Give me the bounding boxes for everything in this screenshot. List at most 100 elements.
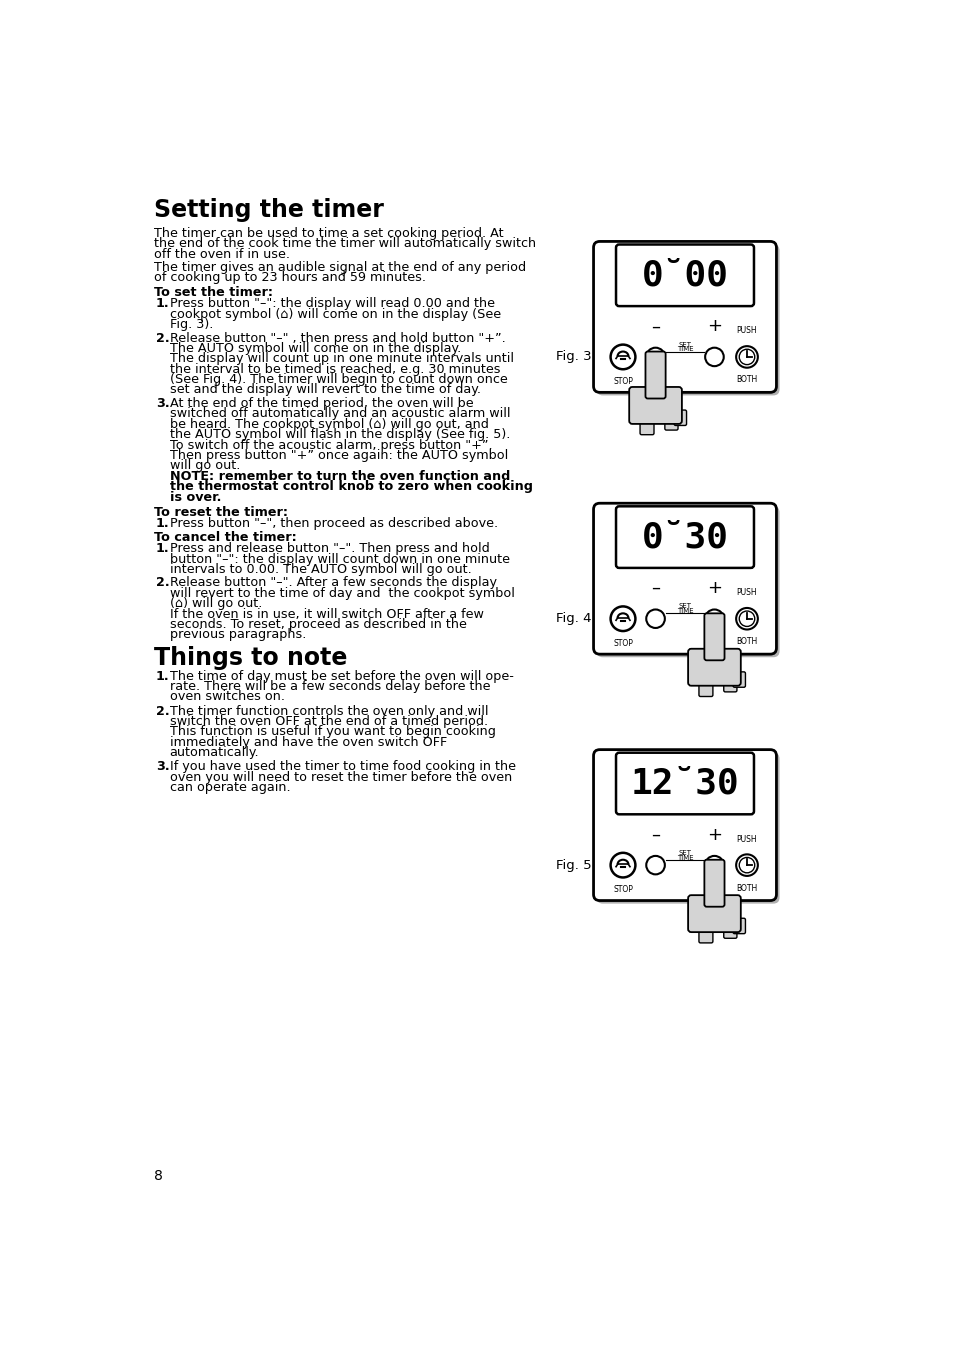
Text: 2.: 2. — [155, 331, 169, 345]
FancyBboxPatch shape — [596, 753, 779, 904]
FancyBboxPatch shape — [723, 919, 736, 939]
Text: set and the display will revert to the time of day.: set and the display will revert to the t… — [170, 384, 480, 396]
Text: TIME: TIME — [676, 608, 693, 615]
Text: Press button "–", then proceed as described above.: Press button "–", then proceed as descri… — [170, 517, 497, 530]
Text: the AUTO symbol will flash in the display (See fig. 5).: the AUTO symbol will flash in the displa… — [170, 428, 510, 442]
Circle shape — [739, 858, 754, 873]
FancyBboxPatch shape — [664, 411, 678, 430]
Text: –: – — [650, 317, 659, 335]
Text: is over.: is over. — [170, 490, 221, 504]
FancyBboxPatch shape — [674, 411, 686, 426]
Circle shape — [645, 857, 664, 874]
Text: If you have used the timer to time food cooking in the: If you have used the timer to time food … — [170, 761, 515, 773]
Text: 0˘30: 0˘30 — [640, 520, 728, 554]
Text: Fig. 3: Fig. 3 — [556, 350, 592, 363]
Text: Fig. 3).: Fig. 3). — [170, 317, 213, 331]
Text: The display will count up in one minute intervals until: The display will count up in one minute … — [170, 353, 513, 365]
Text: TIME: TIME — [676, 855, 693, 861]
Text: TIME: TIME — [676, 346, 693, 353]
Text: (See Fig. 4). The timer will begin to count down once: (See Fig. 4). The timer will begin to co… — [170, 373, 507, 386]
FancyBboxPatch shape — [593, 242, 776, 392]
Text: SET: SET — [678, 342, 691, 347]
Circle shape — [736, 608, 757, 630]
Text: +: + — [706, 580, 721, 597]
Text: cookpot symbol (⌂) will come on in the display (See: cookpot symbol (⌂) will come on in the d… — [170, 308, 500, 320]
Text: The timer gives an audible signal at the end of any period: The timer gives an audible signal at the… — [154, 261, 526, 274]
Text: oven you will need to reset the timer before the oven: oven you will need to reset the timer be… — [170, 771, 512, 784]
FancyBboxPatch shape — [616, 753, 753, 815]
FancyBboxPatch shape — [732, 919, 744, 934]
FancyBboxPatch shape — [723, 671, 736, 692]
FancyBboxPatch shape — [629, 386, 681, 424]
Text: Setting the timer: Setting the timer — [154, 197, 384, 222]
Text: 1.: 1. — [155, 517, 169, 530]
Text: PUSH: PUSH — [736, 588, 757, 597]
Text: If the oven is in use, it will switch OFF after a few: If the oven is in use, it will switch OF… — [170, 608, 483, 620]
Text: +: + — [706, 317, 721, 335]
Text: (⌂) will go out.: (⌂) will go out. — [170, 597, 262, 611]
Text: of cooking up to 23 hours and 59 minutes.: of cooking up to 23 hours and 59 minutes… — [154, 272, 426, 285]
Text: oven switches on.: oven switches on. — [170, 690, 284, 704]
FancyBboxPatch shape — [687, 648, 740, 686]
Text: To reset the timer:: To reset the timer: — [154, 505, 288, 519]
Text: Fig. 5: Fig. 5 — [556, 859, 592, 871]
Circle shape — [736, 346, 757, 367]
Text: Press button "–": the display will read 0.00 and the: Press button "–": the display will read … — [170, 297, 494, 311]
Text: PUSH: PUSH — [736, 835, 757, 843]
Text: 2.: 2. — [155, 577, 169, 589]
Text: Things to note: Things to note — [154, 646, 347, 670]
Text: 8: 8 — [154, 1169, 163, 1183]
FancyBboxPatch shape — [699, 671, 712, 697]
Circle shape — [645, 609, 664, 628]
Text: automatically.: automatically. — [170, 746, 259, 759]
Text: The timer function controls the oven only and will: The timer function controls the oven onl… — [170, 705, 488, 717]
Circle shape — [704, 857, 723, 874]
Text: STOP: STOP — [613, 639, 632, 647]
FancyBboxPatch shape — [596, 245, 779, 396]
Text: The AUTO symbol will come on in the display.: The AUTO symbol will come on in the disp… — [170, 342, 460, 355]
Circle shape — [704, 609, 723, 628]
Circle shape — [610, 607, 635, 631]
Text: PUSH: PUSH — [736, 327, 757, 335]
Text: SET: SET — [678, 604, 691, 609]
Text: 1.: 1. — [155, 670, 169, 682]
Circle shape — [739, 349, 754, 365]
FancyBboxPatch shape — [645, 351, 665, 399]
Text: Release button "–" , then press and hold button "+”.: Release button "–" , then press and hold… — [170, 331, 505, 345]
FancyBboxPatch shape — [593, 750, 776, 901]
Text: Release button "–". After a few seconds the display: Release button "–". After a few seconds … — [170, 577, 497, 589]
Text: previous paragraphs.: previous paragraphs. — [170, 628, 306, 642]
Text: Then press button "+” once again: the AUTO symbol: Then press button "+” once again: the AU… — [170, 449, 507, 462]
FancyBboxPatch shape — [703, 859, 723, 907]
Text: BOTH: BOTH — [736, 638, 757, 646]
Text: 12˘30: 12˘30 — [630, 766, 739, 801]
Text: rate. There will be a few seconds delay before the: rate. There will be a few seconds delay … — [170, 680, 490, 693]
Text: –: – — [650, 580, 659, 597]
Text: will revert to the time of day and  the cookpot symbol: will revert to the time of day and the c… — [170, 586, 514, 600]
Text: 1.: 1. — [155, 542, 169, 555]
Text: The timer can be used to time a set cooking period. At: The timer can be used to time a set cook… — [154, 227, 503, 239]
FancyBboxPatch shape — [596, 507, 779, 657]
Text: 2.: 2. — [155, 705, 169, 717]
Text: the interval to be timed is reached, e.g. 30 minutes: the interval to be timed is reached, e.g… — [170, 362, 499, 376]
Text: –: – — [650, 825, 659, 843]
Text: the end of the cook time the timer will automatically switch: the end of the cook time the timer will … — [154, 238, 536, 250]
Text: intervals to 0.00. The AUTO symbol will go out.: intervals to 0.00. The AUTO symbol will … — [170, 563, 471, 576]
FancyBboxPatch shape — [639, 411, 654, 435]
Circle shape — [610, 345, 635, 369]
Text: button "–": the display will count down in one minute: button "–": the display will count down … — [170, 553, 509, 566]
Circle shape — [736, 854, 757, 875]
Circle shape — [739, 611, 754, 627]
Text: switched off automatically and an acoustic alarm will: switched off automatically and an acoust… — [170, 408, 510, 420]
Text: To set the timer:: To set the timer: — [154, 285, 273, 299]
Text: 0˘00: 0˘00 — [640, 258, 728, 292]
Text: NOTE: remember to turn the oven function and: NOTE: remember to turn the oven function… — [170, 470, 510, 482]
FancyBboxPatch shape — [593, 503, 776, 654]
Text: To cancel the timer:: To cancel the timer: — [154, 531, 296, 543]
Text: 3.: 3. — [155, 761, 169, 773]
Circle shape — [610, 852, 635, 877]
Text: off the oven if in use.: off the oven if in use. — [154, 247, 290, 261]
FancyBboxPatch shape — [732, 671, 744, 688]
Text: STOP: STOP — [613, 885, 632, 894]
Text: will go out.: will go out. — [170, 459, 240, 473]
